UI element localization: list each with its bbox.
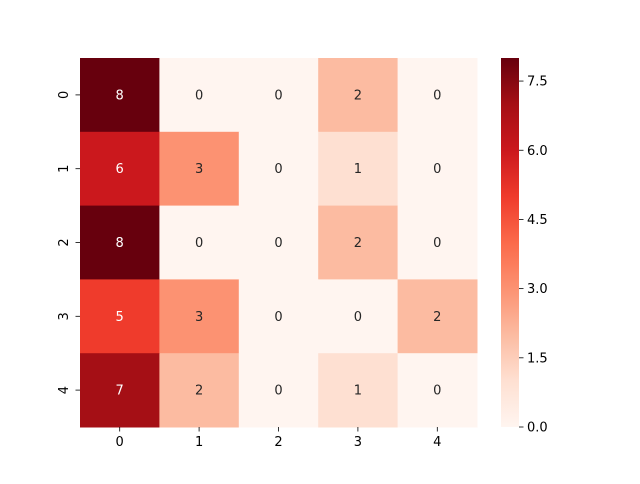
cell-annotation-r4-c1: 2: [195, 384, 203, 399]
y-tick-label-3: 3: [57, 312, 72, 320]
heatmap-cells: 8 0 0 2 0 6 3 0 1 0 8 0 0 2 0 5 3 0 0 2 7 2 0 1 0: [80, 58, 478, 428]
heatmap-cell-r2-c2: [238, 205, 319, 280]
cell-annotation-r0-c1: 0: [195, 88, 203, 103]
heatmap-cell-r0-c2: [238, 58, 319, 133]
heatmap-cell-r0-c1: [159, 58, 240, 133]
heatmap-cell-r0-c4: [397, 58, 478, 133]
cell-annotation-r1-c3: 1: [354, 162, 362, 177]
colorbar-tick-label-5: 7.5: [527, 75, 548, 90]
heatmap-cell-r3-c1: [159, 279, 240, 354]
cell-annotation-r3-c2: 0: [274, 310, 282, 325]
cell-annotation-r4-c0: 7: [116, 384, 124, 399]
heatmap-cell-r3-c0: [80, 279, 160, 354]
cell-annotation-r1-c4: 0: [433, 162, 441, 177]
cell-annotation-r2-c0: 8: [116, 236, 124, 251]
heatmap-cell-r2-c3: [318, 205, 399, 280]
colorbar-tick-label-0: 0.0: [527, 421, 548, 436]
heatmap-cell-r4-c0: [80, 353, 160, 428]
cell-annotation-r2-c4: 0: [433, 236, 441, 251]
cell-annotation-r1-c1: 3: [195, 162, 203, 177]
cell-annotation-r2-c2: 0: [274, 236, 282, 251]
x-tick-label-3: 3: [354, 435, 362, 450]
cell-annotation-r0-c0: 8: [116, 88, 124, 103]
cell-annotation-r3-c4: 2: [433, 310, 441, 325]
heatmap-cell-r3-c4: [397, 279, 478, 354]
y-tick-label-4: 4: [57, 386, 72, 394]
heatmap-cell-r2-c0: [80, 205, 160, 280]
x-tick-label-2: 2: [274, 435, 282, 450]
heatmap-cell-r4-c2: [238, 353, 319, 428]
cell-annotation-r4-c4: 0: [433, 384, 441, 399]
colorbar-tick-label-2: 3.0: [527, 282, 548, 297]
x-tick-label-1: 1: [195, 435, 203, 450]
cell-annotation-r2-c1: 0: [195, 236, 203, 251]
y-tick-label-0: 0: [57, 91, 72, 99]
cell-annotation-r0-c2: 0: [274, 88, 282, 103]
colorbar: 0.0 1.5 3.0 4.5 6.0 7.5: [501, 58, 548, 436]
heatmap-cell-r1-c3: [318, 131, 399, 207]
colorbar-tick-label-1: 1.5: [527, 351, 548, 366]
heatmap-cell-r2-c4: [397, 205, 478, 280]
heatmap-cell-r4-c4: [397, 353, 478, 428]
cell-annotation-r2-c3: 2: [354, 236, 362, 251]
heatmap-cell-r0-c0: [80, 58, 160, 133]
heatmap-cell-r0-c3: [318, 58, 399, 133]
y-tick-label-1: 1: [57, 165, 72, 173]
colorbar-gradient: [501, 58, 519, 427]
cell-annotation-r3-c0: 5: [116, 310, 124, 325]
heatmap-cell-r3-c2: [238, 279, 319, 354]
heatmap-cell-r1-c2: [238, 131, 319, 207]
cell-annotation-r4-c3: 1: [354, 384, 362, 399]
x-tick-label-0: 0: [116, 435, 124, 450]
cell-annotation-r4-c2: 0: [274, 384, 282, 399]
heatmap-cell-r3-c3: [318, 279, 399, 354]
cell-annotation-r3-c3: 0: [354, 310, 362, 325]
heatmap-axes: 0 1 2 3 4 0 1 2 3 4: [57, 91, 441, 450]
heatmap-cell-r1-c1: [159, 131, 240, 207]
colorbar-tick-label-3: 4.5: [527, 213, 548, 228]
y-tick-label-2: 2: [57, 238, 72, 246]
heatmap-cell-r1-c0: [80, 131, 160, 207]
heatmap-cell-r4-c1: [159, 353, 240, 428]
cell-annotation-r1-c2: 0: [274, 162, 282, 177]
heatmap-cell-r2-c1: [159, 205, 240, 280]
cell-annotation-r3-c1: 3: [195, 310, 203, 325]
cell-annotation-r1-c0: 6: [116, 162, 124, 177]
heatmap-cell-r4-c3: [318, 353, 399, 428]
cell-annotation-r0-c4: 0: [433, 88, 441, 103]
cell-annotation-r0-c3: 2: [354, 88, 362, 103]
x-tick-label-4: 4: [433, 435, 441, 450]
heatmap-cell-r1-c4: [397, 131, 478, 207]
colorbar-tick-label-4: 6.0: [527, 144, 548, 159]
